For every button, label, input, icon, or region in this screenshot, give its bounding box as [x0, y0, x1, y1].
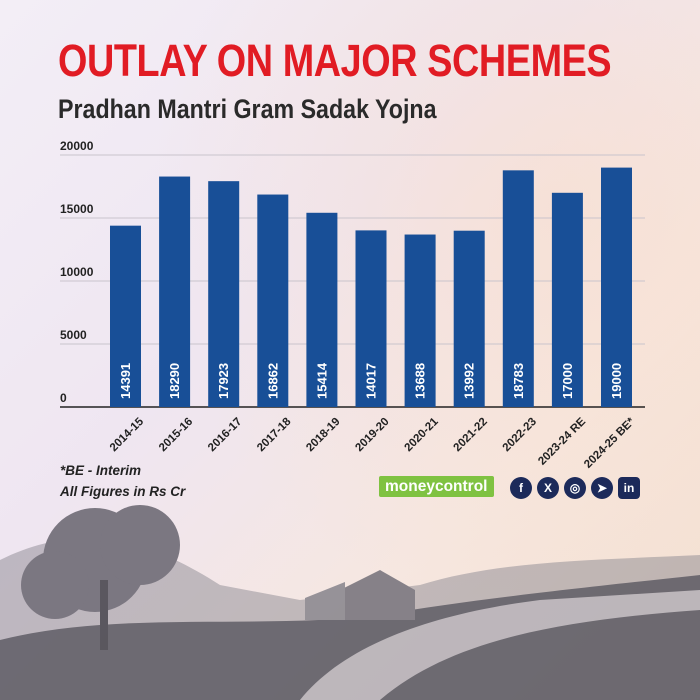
- x-tick-label: 2024-25 BE*: [582, 415, 637, 470]
- logo-part-money: money: [385, 478, 435, 495]
- social-icons: f X ◎ ➤ in: [510, 477, 640, 499]
- x-tick-label: 2014-15: [108, 415, 147, 454]
- y-tick-label: 10000: [60, 265, 94, 279]
- y-tick-label: 5000: [60, 328, 87, 342]
- bar-value-label: 14391: [118, 363, 133, 399]
- chart-grid: 0 5000 10000 15000 20000: [60, 139, 645, 408]
- bar-value-label: 13688: [413, 363, 428, 399]
- bar-value-label: 16862: [265, 363, 280, 399]
- bar-2017-18: [257, 194, 289, 407]
- bar-2020-21: [404, 234, 436, 407]
- bar-value-label: 17923: [216, 363, 231, 399]
- bar-2023-24 RE: [551, 192, 583, 407]
- linkedin-icon[interactable]: in: [618, 477, 640, 499]
- bar-2018-19: [306, 212, 338, 407]
- bar-2022-23: [502, 170, 534, 407]
- x-tick-label: 2017-18: [255, 415, 294, 454]
- bar-value-label: 15414: [314, 362, 329, 399]
- moneycontrol-logo[interactable]: moneycontrol: [379, 476, 494, 497]
- x-tick-label: 2016-17: [206, 416, 244, 454]
- x-tick-label: 2020-21: [402, 415, 441, 454]
- x-axis-labels: 2014-15 2015-16 2016-17 2017-18 2018-19 2019-…: [108, 415, 638, 470]
- bar-2014-15: [110, 225, 141, 407]
- page-title: OUTLAY ON MAJOR SCHEMES: [58, 35, 612, 86]
- bar-2015-16: [159, 176, 191, 407]
- instagram-icon[interactable]: ◎: [564, 477, 586, 499]
- page-subtitle: Pradhan Mantri Gram Sadak Yojna: [58, 94, 437, 124]
- x-twitter-icon[interactable]: X: [537, 477, 559, 499]
- x-tick-label: 2018-19: [304, 416, 342, 454]
- bar-2021-22: [453, 230, 485, 407]
- telegram-icon[interactable]: ➤: [591, 477, 613, 499]
- bar-value-label: 14017: [364, 363, 379, 399]
- bar-2024-25 BE*: [601, 167, 632, 407]
- x-tick-label: 2015-16: [157, 416, 195, 454]
- bar-value-label: 17000: [560, 363, 575, 399]
- bar-value-label: 13992: [462, 363, 477, 399]
- facebook-icon[interactable]: f: [510, 477, 532, 499]
- x-tick-label: 2019-20: [353, 416, 391, 454]
- x-tick-label: 2023-24 RE: [536, 415, 588, 467]
- bar-value-label: 18783: [511, 363, 526, 399]
- bar-2019-20: [355, 230, 387, 407]
- x-tick-label: 2022-23: [501, 416, 539, 454]
- x-tick-label: 2021-22: [452, 416, 490, 454]
- bar-value-label: 19000: [609, 363, 624, 399]
- bar-2016-17: [208, 181, 240, 407]
- footnote-interim: *BE - Interim: [60, 463, 142, 478]
- chart-bars: 14391 18290 17923 16862 15414 14017 13688 13992…: [110, 167, 632, 407]
- logo-part-control: control: [434, 478, 488, 495]
- landscape-illustration: [0, 505, 700, 700]
- y-tick-label: 20000: [60, 139, 94, 153]
- footnote-units: All Figures in Rs Cr: [60, 484, 186, 499]
- y-tick-label: 0: [60, 391, 67, 405]
- bar-value-label: 18290: [167, 363, 182, 399]
- y-tick-label: 15000: [60, 202, 94, 216]
